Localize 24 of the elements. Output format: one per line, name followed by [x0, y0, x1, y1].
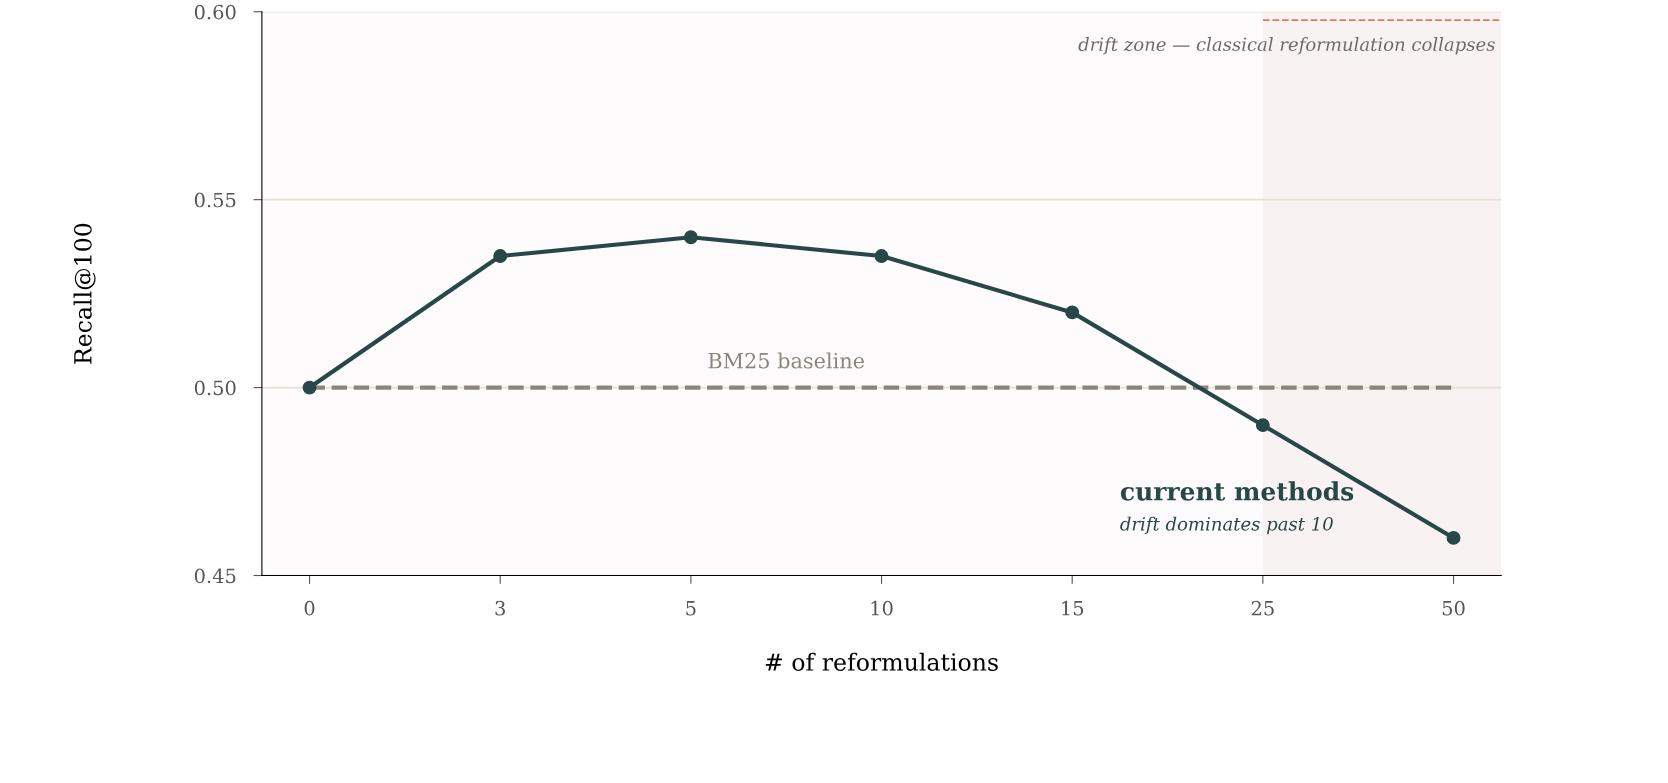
y-tick-label: 0.55: [194, 192, 236, 208]
point: [1065, 305, 1080, 320]
x-tick-label: 0: [304, 600, 315, 616]
y-tick-label: 0.45: [194, 568, 236, 584]
annotation: current methods: [1120, 481, 1354, 501]
point: [1255, 418, 1270, 433]
x-tick-label: 10: [871, 600, 893, 616]
ref-line-label: BM25 baseline: [708, 352, 864, 369]
band-label: drift zone — classical reformulation collapses: [1078, 37, 1495, 55]
x-tick-label: 3: [495, 600, 505, 616]
x-tick-label: 5: [686, 601, 696, 616]
annotation: drift dominates past 10: [1120, 516, 1333, 535]
x-axis-title: # of reformulations: [765, 652, 998, 671]
point: [302, 380, 317, 395]
point: [683, 230, 698, 245]
point: [1446, 530, 1461, 545]
point: [874, 249, 889, 263]
x-tick-label: 25: [1251, 600, 1274, 616]
point: [493, 249, 508, 263]
y-axis-title: Recall@100: [73, 223, 96, 364]
y-tick-label: 0.60: [194, 4, 236, 20]
x-tick-label: 15: [1062, 600, 1084, 616]
x-tick-label: 50: [1442, 600, 1465, 616]
y-tick-label: 0.50: [194, 380, 236, 396]
